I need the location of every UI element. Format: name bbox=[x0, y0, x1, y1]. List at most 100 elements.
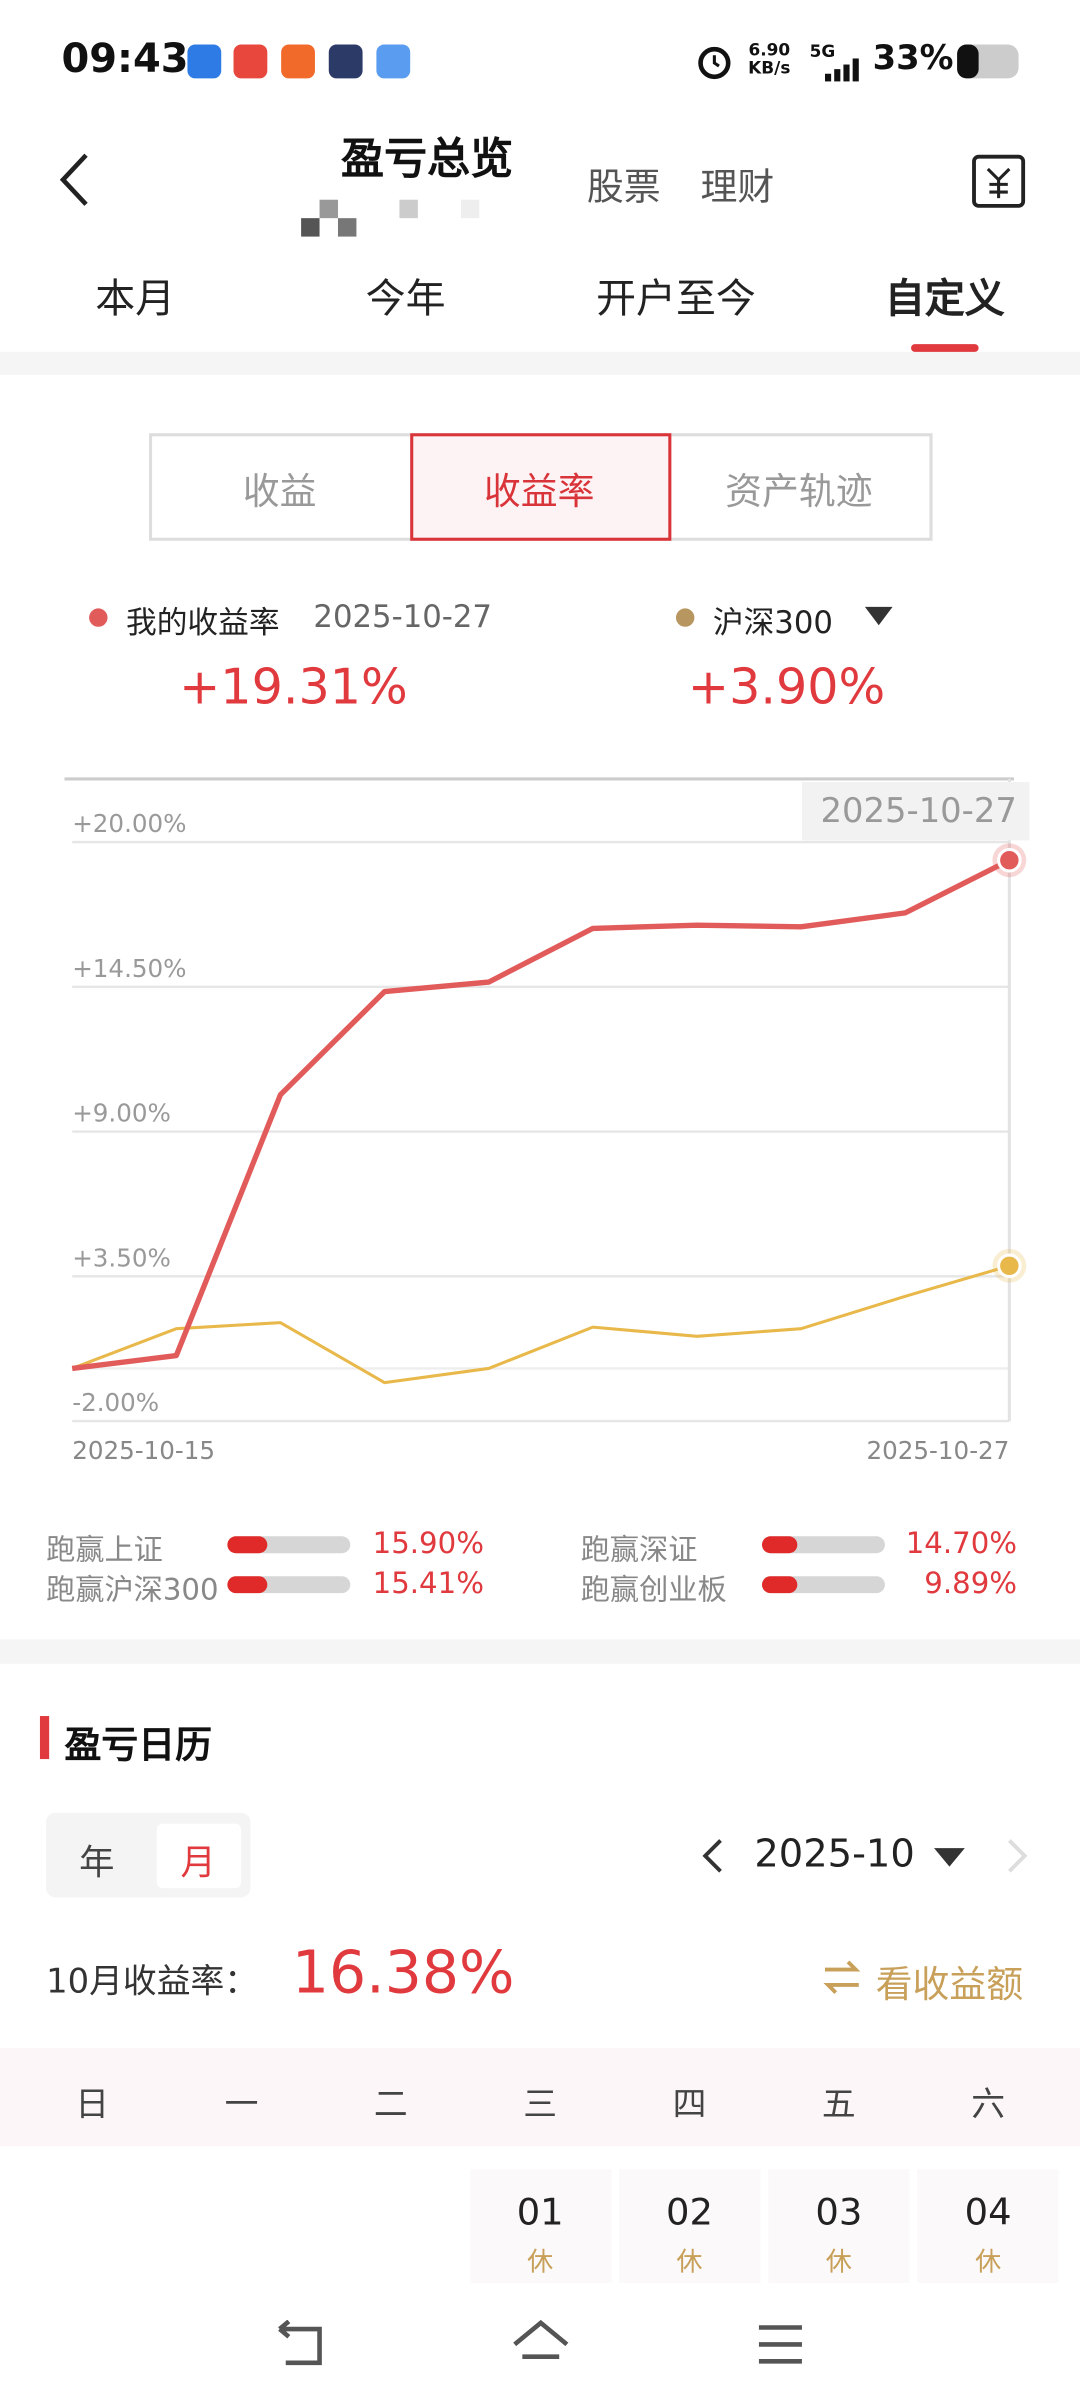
day-cell[interactable] bbox=[469, 2169, 611, 2283]
return-label: 10月收益率： bbox=[46, 1963, 259, 2002]
chart: -2.00% +3.50% +9.00% +14.50% +20.00% 2025-10-… bbox=[64, 777, 1030, 1465]
network-speed: 6.90 KB/s bbox=[748, 41, 790, 78]
battery-icon bbox=[957, 44, 1019, 79]
tab-indicator bbox=[911, 344, 979, 352]
day-number: 01 bbox=[516, 2190, 564, 2234]
tooltip-date: 2025-10-27 bbox=[821, 791, 1017, 830]
legend-name: 我的收益率 bbox=[125, 603, 280, 641]
segment[interactable]: 资产轨迹 bbox=[725, 470, 873, 514]
y-tick-label: +14.50% bbox=[72, 954, 186, 983]
nav-back[interactable] bbox=[273, 2319, 328, 2369]
switch-link[interactable]: 看收益额 bbox=[875, 1963, 1024, 2007]
switch-icon[interactable] bbox=[822, 1957, 862, 1997]
signal-icon bbox=[824, 58, 859, 82]
back-button[interactable] bbox=[55, 151, 92, 209]
weekday: 一 bbox=[224, 2086, 259, 2125]
battery-level: 33% bbox=[872, 39, 954, 79]
segment-selected bbox=[410, 433, 672, 541]
day-cell[interactable] bbox=[618, 2169, 761, 2283]
mode-selected bbox=[156, 1823, 242, 1889]
month-selector[interactable]: 2025-10 bbox=[754, 1831, 915, 1876]
compare-fill bbox=[762, 1536, 798, 1554]
tab[interactable]: 本月 bbox=[95, 276, 176, 323]
app-icon bbox=[187, 44, 222, 79]
series-line bbox=[71, 857, 1011, 1372]
header-link[interactable]: 股票 bbox=[586, 165, 661, 209]
mode[interactable]: 月 bbox=[180, 1843, 216, 1884]
weekday: 四 bbox=[672, 2086, 707, 2125]
return-value: 16.38% bbox=[291, 1938, 515, 2007]
day-cell[interactable] bbox=[917, 2169, 1059, 2283]
compare-fill bbox=[227, 1536, 268, 1554]
compare-value: 15.41% bbox=[372, 1567, 484, 1601]
legend-value: +3.90% bbox=[687, 657, 886, 716]
page-title: 盈亏总览 bbox=[341, 133, 514, 185]
compare-label: 跑赢上证 bbox=[46, 1533, 163, 1568]
compare-label: 跑赢沪深300 bbox=[46, 1573, 219, 1607]
compare-fill bbox=[227, 1576, 268, 1594]
day-number: 03 bbox=[815, 2190, 863, 2234]
mode[interactable]: 年 bbox=[79, 1843, 115, 1884]
x-tick-label: 2025-10-27 bbox=[867, 1436, 1010, 1465]
compare-label: 跑赢创业板 bbox=[580, 1573, 727, 1607]
header-link[interactable]: 理财 bbox=[700, 165, 775, 209]
weekday: 二 bbox=[373, 2086, 408, 2125]
tab[interactable]: 今年 bbox=[365, 276, 446, 323]
day-number: 02 bbox=[666, 2190, 713, 2234]
compare-value: 14.70% bbox=[905, 1527, 1018, 1561]
day-status: 休 bbox=[676, 2247, 703, 2279]
y-tick-label: +9.00% bbox=[72, 1099, 171, 1128]
divider bbox=[0, 351, 1080, 375]
app-icon bbox=[376, 44, 411, 79]
tab[interactable]: 开户至今 bbox=[596, 276, 756, 323]
compare-fill bbox=[762, 1576, 798, 1594]
day-status: 休 bbox=[527, 2247, 554, 2279]
legend-date: 2025-10-27 bbox=[313, 597, 492, 635]
alarm-icon bbox=[698, 46, 731, 80]
dropdown-arrow[interactable] bbox=[863, 605, 894, 627]
prev-month[interactable] bbox=[701, 1837, 726, 1874]
legend-name[interactable]: 沪深300 bbox=[712, 603, 833, 641]
divider bbox=[0, 1639, 1080, 1664]
speed-value: 6.90 bbox=[748, 39, 791, 60]
weekday: 五 bbox=[821, 2086, 856, 2125]
compare-value: 15.90% bbox=[372, 1527, 484, 1561]
app-icon bbox=[233, 44, 268, 79]
day-number: 04 bbox=[964, 2190, 1012, 2234]
tooltip-box bbox=[801, 781, 1030, 841]
nav-home[interactable] bbox=[510, 2317, 571, 2369]
app-icon bbox=[328, 44, 363, 79]
weekday: 日 bbox=[75, 2086, 110, 2125]
end-point bbox=[997, 1253, 1022, 1279]
tab[interactable]: 自定义 bbox=[884, 276, 1005, 323]
compare-label: 跑赢深证 bbox=[580, 1533, 698, 1568]
segment[interactable]: 收益率 bbox=[483, 470, 595, 514]
section-marker bbox=[39, 1716, 50, 1760]
day-status: 休 bbox=[825, 2247, 852, 2279]
clock: 09:43 bbox=[61, 36, 189, 83]
network-type: 5G bbox=[809, 41, 836, 62]
weekday: 六 bbox=[971, 2086, 1006, 2125]
day-cell[interactable] bbox=[768, 2169, 910, 2283]
weekday-header bbox=[0, 2047, 1080, 2147]
series-line bbox=[71, 1264, 1010, 1385]
day-status: 休 bbox=[975, 2247, 1002, 2279]
bill-icon[interactable] bbox=[971, 151, 1026, 209]
legend-value: +19.31% bbox=[179, 657, 408, 716]
legend-dot bbox=[89, 608, 108, 627]
next-month[interactable] bbox=[1005, 1837, 1030, 1874]
section-title: 盈亏日历 bbox=[64, 1723, 213, 1767]
x-tick-label: 2025-10-15 bbox=[72, 1436, 215, 1465]
end-point bbox=[997, 847, 1022, 873]
legend-dot bbox=[675, 608, 695, 627]
y-tick-label: -2.00% bbox=[72, 1388, 159, 1417]
app-icon bbox=[281, 44, 315, 79]
y-tick-label: +20.00% bbox=[72, 809, 186, 838]
y-tick-label: +3.50% bbox=[72, 1243, 171, 1272]
segment[interactable]: 收益 bbox=[242, 470, 317, 514]
weekday: 三 bbox=[523, 2086, 558, 2125]
nav-menu[interactable] bbox=[756, 2323, 805, 2366]
dropdown-arrow[interactable] bbox=[933, 1847, 967, 1869]
